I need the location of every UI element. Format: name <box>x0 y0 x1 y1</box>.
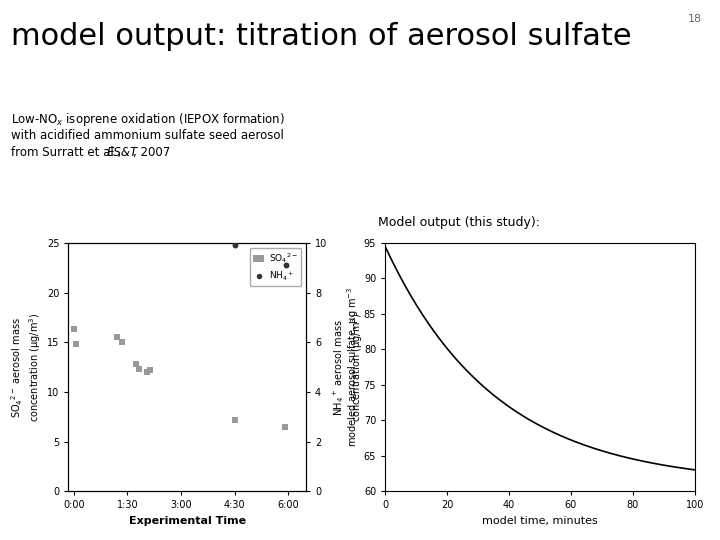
Text: Model output (this study):: Model output (this study): <box>378 216 540 229</box>
Point <box>133 365 145 374</box>
Point <box>71 206 82 215</box>
Point <box>279 422 291 431</box>
Point <box>229 241 240 250</box>
Point <box>68 325 79 334</box>
Point <box>143 211 154 220</box>
Point <box>68 206 79 215</box>
X-axis label: model time, minutes: model time, minutes <box>482 516 598 526</box>
Point <box>130 360 142 368</box>
Point <box>141 368 153 376</box>
Point <box>134 211 145 220</box>
Point <box>116 338 127 347</box>
Point <box>117 201 128 210</box>
Legend: SO$_4$$^{2-}$, NH$_4$$^+$: SO$_4$$^{2-}$, NH$_4$$^+$ <box>250 247 302 286</box>
Text: 18: 18 <box>688 14 702 24</box>
Point <box>130 211 142 220</box>
Text: Low-NO$_x$ isoprene oxidation (IEPOX formation): Low-NO$_x$ isoprene oxidation (IEPOX for… <box>11 111 285 127</box>
Point <box>281 261 292 269</box>
Point <box>112 201 124 210</box>
Point <box>70 340 81 349</box>
Text: with acidified ammonium sulfate seed aerosol: with acidified ammonium sulfate seed aer… <box>11 129 284 141</box>
Text: ES&T: ES&T <box>107 146 138 159</box>
Text: , 2007: , 2007 <box>133 146 171 159</box>
Point <box>229 416 240 424</box>
Y-axis label: NH$_4$$^+$ aerosol mass
concentration (μg/m$^3$): NH$_4$$^+$ aerosol mass concentration (μ… <box>331 313 364 422</box>
Point <box>144 366 156 375</box>
X-axis label: Experimental Time: Experimental Time <box>129 516 246 526</box>
Text: from Surratt et al.,: from Surratt et al., <box>11 146 125 159</box>
Point <box>112 333 123 342</box>
Y-axis label: SO$_4$$^{2-}$ aerosol mass
concentration (μg/m$^3$): SO$_4$$^{2-}$ aerosol mass concentration… <box>9 313 42 422</box>
Y-axis label: modeled aerosol sulfate, μg m$^{-3}$: modeled aerosol sulfate, μg m$^{-3}$ <box>345 287 361 448</box>
Text: model output: titration of aerosol sulfate: model output: titration of aerosol sulfa… <box>11 22 631 51</box>
